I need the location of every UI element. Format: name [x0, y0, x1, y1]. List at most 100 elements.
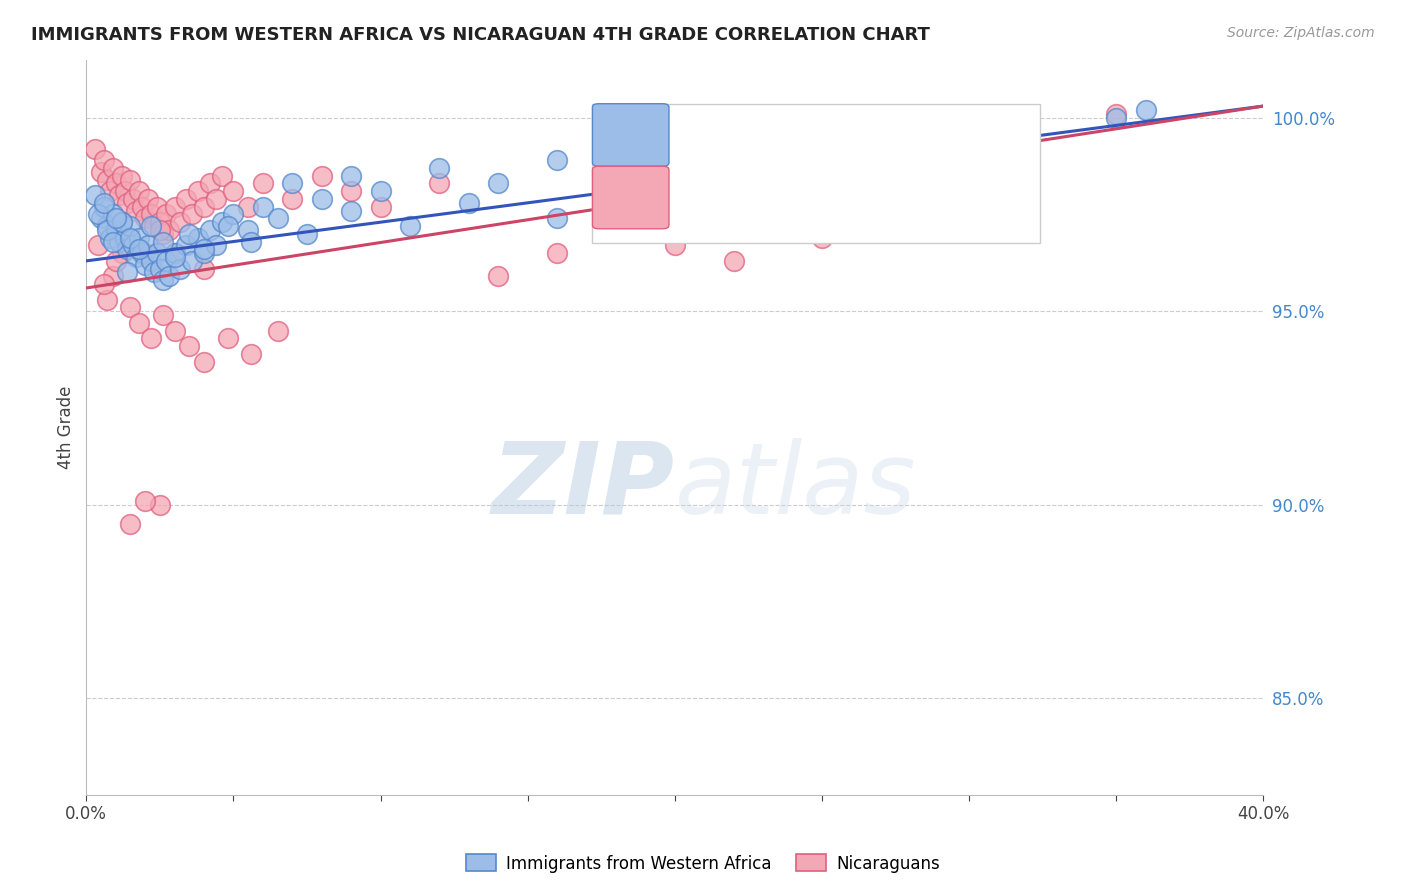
- Text: R = 0.321   N = 72: R = 0.321 N = 72: [678, 188, 849, 207]
- Point: [181, 207, 204, 221]
- Point: [96, 223, 118, 237]
- Point: [84, 142, 107, 156]
- Point: [204, 192, 226, 206]
- Point: [114, 184, 136, 198]
- Point: [1105, 111, 1128, 125]
- Point: [149, 261, 172, 276]
- Legend: Immigrants from Western Africa, Nicaraguans: Immigrants from Western Africa, Nicaragu…: [460, 847, 946, 880]
- Point: [193, 354, 215, 368]
- Point: [723, 161, 745, 175]
- Point: [664, 238, 686, 252]
- Point: [179, 339, 201, 353]
- Point: [163, 246, 186, 260]
- Point: [128, 316, 150, 330]
- Point: [266, 211, 288, 226]
- Text: atlas: atlas: [675, 438, 917, 534]
- Point: [605, 169, 627, 183]
- Text: Source: ZipAtlas.com: Source: ZipAtlas.com: [1227, 26, 1375, 40]
- Point: [222, 207, 245, 221]
- Point: [93, 200, 115, 214]
- Point: [134, 494, 156, 508]
- Point: [155, 207, 177, 221]
- Point: [605, 223, 627, 237]
- Point: [93, 153, 115, 168]
- Point: [486, 177, 509, 191]
- Point: [90, 211, 112, 226]
- Point: [457, 195, 479, 210]
- Point: [87, 207, 110, 221]
- Point: [104, 177, 127, 191]
- Point: [217, 219, 239, 233]
- Point: [664, 188, 686, 202]
- Point: [101, 235, 124, 249]
- Point: [104, 253, 127, 268]
- Point: [117, 265, 139, 279]
- Point: [152, 273, 174, 287]
- FancyBboxPatch shape: [592, 103, 669, 166]
- Point: [163, 246, 186, 260]
- Point: [120, 219, 142, 233]
- Point: [134, 246, 156, 260]
- Point: [163, 324, 186, 338]
- Point: [193, 242, 215, 256]
- Point: [152, 235, 174, 249]
- Point: [236, 223, 259, 237]
- Point: [176, 238, 198, 252]
- Point: [340, 184, 363, 198]
- Point: [240, 235, 263, 249]
- Point: [120, 301, 142, 315]
- Point: [101, 269, 124, 284]
- Point: [546, 153, 568, 168]
- Point: [240, 347, 263, 361]
- Point: [399, 219, 422, 233]
- Point: [128, 230, 150, 244]
- Point: [198, 223, 221, 237]
- Point: [131, 200, 153, 214]
- Point: [139, 207, 162, 221]
- Point: [236, 200, 259, 214]
- Point: [193, 261, 215, 276]
- Point: [193, 200, 215, 214]
- Point: [176, 192, 198, 206]
- Point: [370, 200, 392, 214]
- Point: [84, 188, 107, 202]
- Point: [311, 169, 333, 183]
- Point: [104, 223, 127, 237]
- Point: [139, 253, 162, 268]
- Point: [98, 230, 121, 244]
- Point: [370, 184, 392, 198]
- Point: [1105, 107, 1128, 121]
- Point: [211, 215, 233, 229]
- Point: [281, 192, 304, 206]
- Point: [163, 200, 186, 214]
- Point: [110, 169, 132, 183]
- Point: [163, 250, 186, 264]
- FancyBboxPatch shape: [592, 103, 1040, 244]
- Y-axis label: 4th Grade: 4th Grade: [58, 385, 75, 469]
- Point: [222, 184, 245, 198]
- Point: [93, 195, 115, 210]
- Point: [340, 203, 363, 218]
- Point: [146, 200, 169, 214]
- Point: [110, 215, 132, 229]
- Point: [157, 269, 180, 284]
- Point: [93, 277, 115, 292]
- Point: [266, 324, 288, 338]
- Point: [134, 211, 156, 226]
- Point: [193, 246, 215, 260]
- Point: [90, 165, 112, 179]
- Point: [1135, 103, 1157, 117]
- Point: [117, 195, 139, 210]
- Point: [169, 215, 191, 229]
- Point: [122, 192, 145, 206]
- Point: [110, 215, 132, 229]
- Point: [87, 238, 110, 252]
- Point: [187, 230, 209, 244]
- Point: [811, 230, 834, 244]
- Point: [128, 242, 150, 256]
- Point: [152, 227, 174, 241]
- Point: [114, 230, 136, 244]
- Point: [187, 184, 209, 198]
- Point: [957, 153, 980, 168]
- Point: [122, 238, 145, 252]
